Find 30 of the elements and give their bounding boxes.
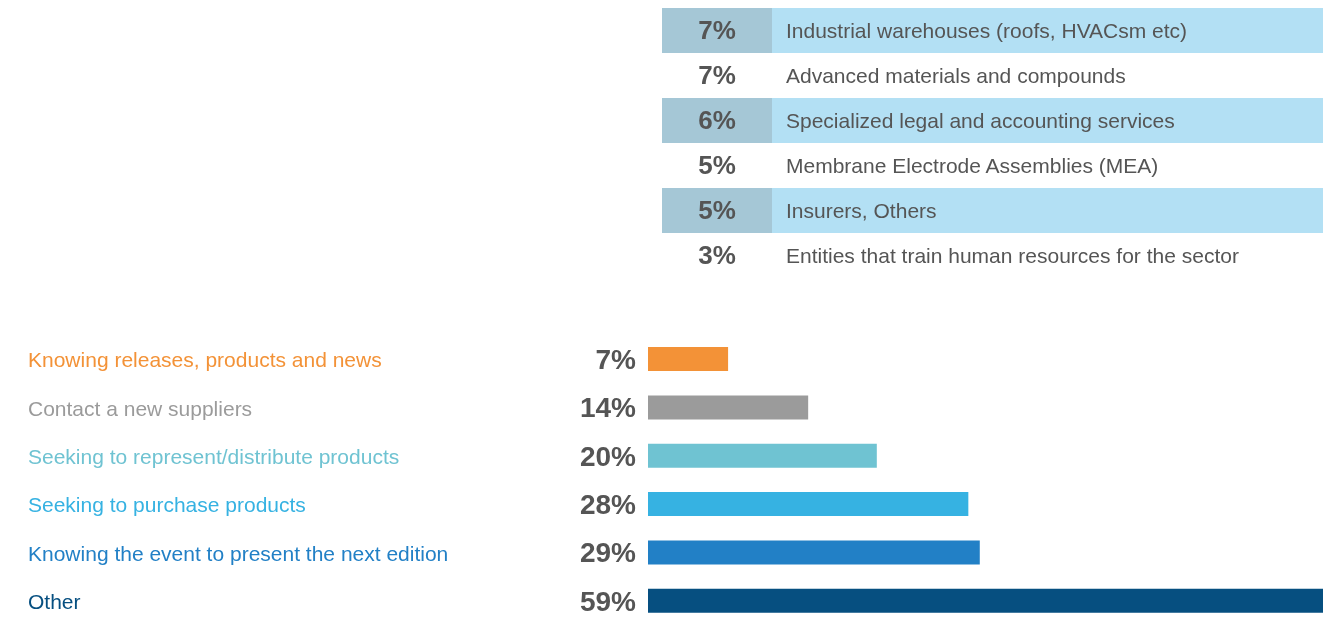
text: 5%: [698, 150, 736, 180]
data-label: 59%: [579, 585, 637, 617]
text: 5%: [698, 195, 736, 225]
category-label: Advanced materials and compounds: [785, 64, 1127, 87]
bar: [648, 540, 980, 565]
text: 7%: [698, 60, 736, 90]
y-tick-label: Knowing releases, products and news: [28, 348, 382, 372]
data-label: 29%: [579, 537, 637, 569]
category-label: Industrial warehouses (roofs, HVACsm etc): [785, 19, 1189, 42]
bar: [648, 492, 969, 517]
bar: [648, 395, 809, 420]
data-label: 7%: [595, 344, 637, 376]
y-tick-label: Seeking to represent/distribute products: [28, 444, 400, 468]
category-label: Membrane Electrode Assemblies (MEA): [785, 154, 1160, 177]
data-label: 20%: [579, 440, 637, 472]
bar: [648, 588, 1323, 613]
y-tick-label: Contact a new suppliers: [28, 396, 253, 420]
text: 3%: [698, 240, 736, 270]
y-tick-label: Other: [28, 589, 81, 613]
data-label: 28%: [579, 489, 637, 521]
bar: [648, 347, 729, 372]
category-label: Insurers, Others: [785, 199, 938, 222]
bar: [648, 443, 877, 468]
y-tick-label: Seeking to purchase products: [28, 493, 306, 517]
category-label: Specialized legal and accounting services: [785, 109, 1176, 132]
text: 7%: [698, 15, 736, 45]
text: 6%: [698, 105, 736, 135]
data-label: 14%: [579, 392, 637, 424]
category-label: Entities that train human resources for the sector: [785, 244, 1240, 267]
y-tick-label: Knowing the event to present the next edition: [28, 541, 449, 565]
